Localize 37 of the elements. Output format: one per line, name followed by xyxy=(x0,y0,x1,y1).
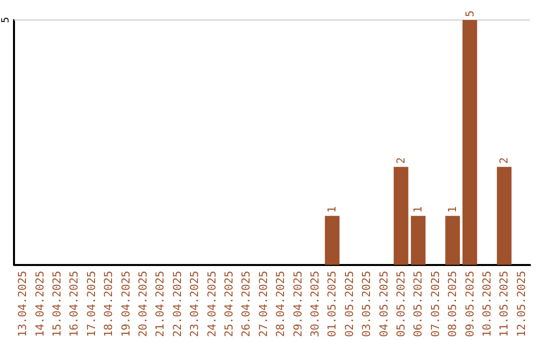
x-tick-label: 14.04.2025 xyxy=(33,270,46,338)
x-tick-label: 15.04.2025 xyxy=(50,270,64,338)
x-tick-label: 12.05.2025 xyxy=(514,270,528,338)
x-tick-label: 26.04.2025 xyxy=(240,270,253,338)
data-label: 1 xyxy=(326,206,339,213)
data-label: 5 xyxy=(463,10,476,17)
x-tick-label: 21.04.2025 xyxy=(154,270,167,338)
data-label: 1 xyxy=(446,206,460,213)
x-tick-label: 03.05.2025 xyxy=(360,270,374,338)
data-label: 2 xyxy=(394,157,408,164)
x-tick-label: 08.05.2025 xyxy=(446,270,460,338)
x-tick-label: 30.04.2025 xyxy=(308,270,322,338)
x-tick-label: 13.04.2025 xyxy=(16,270,30,338)
x-tick-label: 29.04.2025 xyxy=(291,270,304,338)
x-tick-label: 05.05.2025 xyxy=(394,270,408,338)
x-tick-label: 01.05.2025 xyxy=(326,270,339,338)
x-tick-label: 10.05.2025 xyxy=(480,270,494,338)
x-tick-label: 06.05.2025 xyxy=(412,270,425,338)
text: 5 xyxy=(0,16,12,24)
x-tick-label: 24.04.2025 xyxy=(205,270,218,338)
x-tick-label: 17.04.2025 xyxy=(84,270,98,338)
x-tick-label: 28.04.2025 xyxy=(274,270,288,338)
x-tick-label: 11.05.2025 xyxy=(498,270,511,338)
x-tick-label: 04.05.2025 xyxy=(377,270,390,338)
data-label: 1 xyxy=(412,206,425,213)
x-tick-label: 23.04.2025 xyxy=(188,270,202,338)
x-tick-label: 25.04.2025 xyxy=(222,270,236,338)
x-tick-label: 27.04.2025 xyxy=(256,270,270,338)
x-tick-label: 22.04.2025 xyxy=(170,270,184,338)
x-tick-label: 16.04.2025 xyxy=(68,270,81,338)
x-tick-label: 09.05.2025 xyxy=(463,270,476,338)
x-tick-label: 19.04.2025 xyxy=(119,270,132,338)
x-tick-label: 07.05.2025 xyxy=(428,270,442,338)
x-tick-label: 20.04.2025 xyxy=(136,270,150,338)
x-tick-label: 02.05.2025 xyxy=(342,270,356,338)
data-label: 2 xyxy=(498,157,511,164)
x-tick-label: 18.04.2025 xyxy=(102,270,116,338)
